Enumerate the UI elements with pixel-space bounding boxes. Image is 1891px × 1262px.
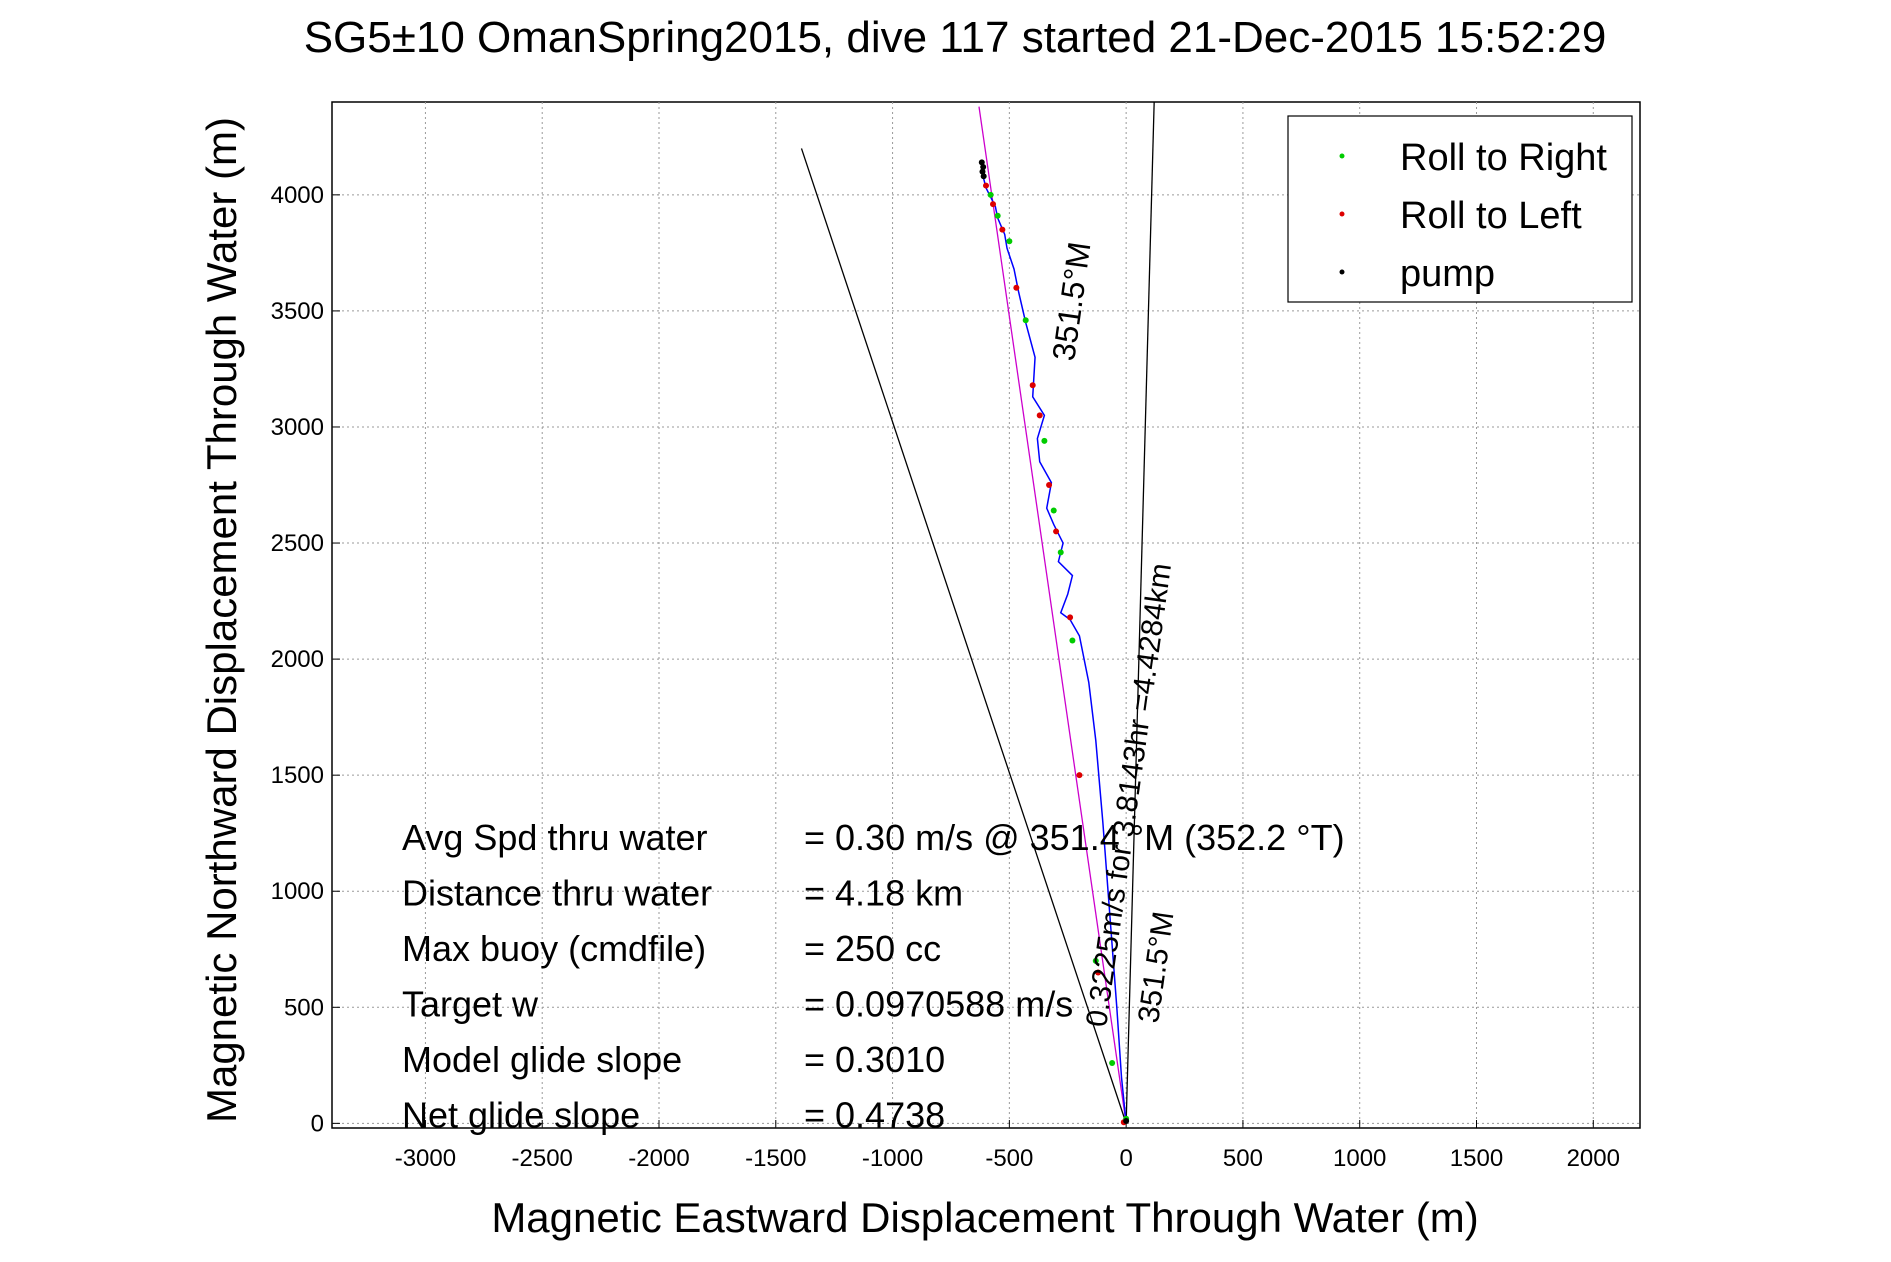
stats-block: Avg Spd thru water = 0.30 m/s @ 351.4 °M … bbox=[402, 817, 1345, 1136]
roll-right-point bbox=[987, 191, 994, 198]
legend-box bbox=[1287, 115, 1633, 303]
stat-label: Model glide slope bbox=[402, 1039, 682, 1080]
stat-label: Net glide slope bbox=[402, 1095, 640, 1136]
x-tick-label: -1000 bbox=[862, 1145, 923, 1172]
wide-left-line bbox=[800, 148, 1127, 1124]
roll-right-point bbox=[1069, 637, 1076, 644]
track-line bbox=[982, 166, 1127, 1124]
stat-value: = 4.18 km bbox=[804, 873, 963, 914]
chart-title: SG5±10 OmanSpring2015, dive 117 started … bbox=[304, 13, 1607, 62]
roll-left-point bbox=[1067, 614, 1074, 621]
y-axis-label: Magnetic Northward Displacement Through … bbox=[198, 117, 245, 1123]
roll-left-point bbox=[1076, 772, 1083, 779]
y-tick-label: 1000 bbox=[271, 878, 324, 905]
y-tick-label: 500 bbox=[284, 994, 324, 1021]
stat-value: = 250 cc bbox=[804, 928, 941, 969]
roll-left-point bbox=[1046, 482, 1053, 489]
legend-label: pump bbox=[1400, 253, 1495, 295]
stat-label: Avg Spd thru water bbox=[402, 817, 708, 858]
legend-label: Roll to Left bbox=[1400, 195, 1582, 237]
roll-left-point bbox=[990, 201, 997, 208]
pump-point bbox=[978, 159, 985, 166]
x-tick-label: -1500 bbox=[745, 1145, 806, 1172]
stat-value: = 0.3010 bbox=[804, 1039, 945, 1080]
y-tick-label: 2500 bbox=[271, 530, 324, 557]
x-tick-label: 2000 bbox=[1567, 1145, 1620, 1172]
y-tick-label: 4000 bbox=[271, 182, 324, 209]
dive-track bbox=[982, 166, 1127, 1124]
roll-left-point bbox=[1013, 284, 1020, 291]
roll-left-point bbox=[1029, 382, 1036, 389]
pump-point bbox=[1123, 1118, 1130, 1125]
stat-value: = 0.4738 bbox=[804, 1095, 945, 1136]
x-tick-label: 500 bbox=[1223, 1145, 1263, 1172]
x-tick-label: 1000 bbox=[1333, 1145, 1386, 1172]
y-axis-ticks: 0 500 1000 1500 2000 2500 3000 3500 4000 bbox=[271, 182, 340, 1137]
roll-right-point bbox=[1050, 507, 1057, 514]
stat-label: Target w bbox=[402, 984, 539, 1025]
x-axis-label: Magnetic Eastward Displacement Through W… bbox=[491, 1194, 1478, 1241]
stat-value: = 0.30 m/s @ 351.4 °M (352.2 °T) bbox=[804, 817, 1345, 858]
x-tick-label: 0 bbox=[1119, 1145, 1132, 1172]
roll-right-point bbox=[1006, 238, 1013, 245]
y-tick-label: 1500 bbox=[271, 762, 324, 789]
roll-right-point bbox=[1109, 1060, 1116, 1067]
stat-label: Distance thru water bbox=[402, 873, 712, 914]
legend-marker bbox=[1339, 153, 1345, 159]
pump-point bbox=[980, 173, 987, 180]
roll-left-point bbox=[1053, 528, 1060, 535]
pump-point bbox=[979, 168, 986, 175]
x-tick-label: -3000 bbox=[395, 1145, 456, 1172]
stat-label: Max buoy (cmdfile) bbox=[402, 928, 706, 969]
heading-line bbox=[978, 106, 1127, 1124]
guide-lines bbox=[800, 101, 1155, 1124]
roll-right-point bbox=[1022, 317, 1029, 324]
wide-right-line bbox=[1125, 101, 1155, 1124]
x-tick-label: -2000 bbox=[628, 1145, 689, 1172]
legend-marker bbox=[1339, 211, 1345, 217]
x-tick-label: -2500 bbox=[512, 1145, 573, 1172]
data-points bbox=[978, 159, 1130, 1126]
y-tick-label: 3500 bbox=[271, 298, 324, 325]
pump-point bbox=[980, 163, 987, 170]
roll-left-point bbox=[1036, 412, 1043, 419]
roll-left-point bbox=[999, 226, 1006, 233]
x-axis-ticks: -3000 -2500 -2000 -1500 -1000 -500 0 500 1000 150… bbox=[395, 1120, 1620, 1172]
roll-right-point bbox=[1057, 549, 1064, 556]
roll-right-point bbox=[1041, 437, 1048, 444]
roll-right-point bbox=[994, 212, 1001, 219]
y-tick-label: 3000 bbox=[271, 414, 324, 441]
legend-label: Roll to Right bbox=[1400, 137, 1607, 179]
roll-left-point bbox=[983, 182, 989, 189]
stat-value: = 0.0970588 m/s bbox=[804, 984, 1073, 1025]
x-tick-label: 1500 bbox=[1450, 1145, 1503, 1172]
x-tick-label: -500 bbox=[985, 1145, 1033, 1172]
y-tick-label: 0 bbox=[311, 1110, 324, 1137]
roll-right-point bbox=[1092, 957, 1099, 964]
y-tick-label: 2000 bbox=[271, 646, 324, 673]
legend: Roll to Right Roll to Left pump bbox=[1287, 115, 1633, 303]
legend-marker bbox=[1339, 269, 1345, 275]
roll-left-point bbox=[1095, 969, 1102, 976]
